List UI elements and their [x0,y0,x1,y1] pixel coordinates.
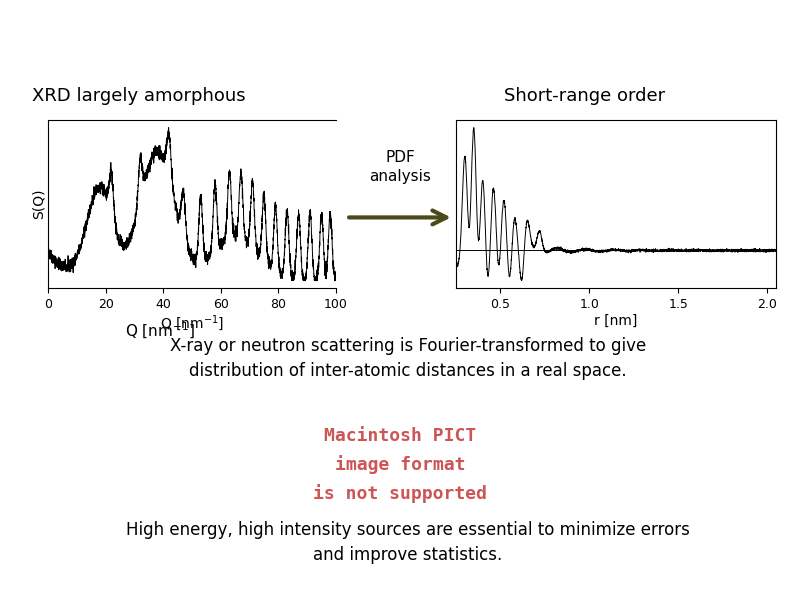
X-axis label: r [nm]: r [nm] [594,313,638,328]
Text: PDF
analysis: PDF analysis [369,150,431,184]
Y-axis label: S(Q): S(Q) [31,189,46,219]
Text: Q [nm$^{-1}$]: Q [nm$^{-1}$] [125,321,195,341]
Text: High energy, high intensity sources are essential to minimize errors
and improve: High energy, high intensity sources are … [126,521,690,564]
Text: Atomic pair distribution function (PDF): Atomic pair distribution function (PDF) [79,25,721,53]
Text: Short-range order: Short-range order [504,87,665,105]
Text: XRD largely amorphous: XRD largely amorphous [32,87,246,105]
X-axis label: Q [nm$^{-1}$]: Q [nm$^{-1}$] [160,313,224,334]
Text: X-ray or neutron scattering is Fourier-transformed to give
distribution of inter: X-ray or neutron scattering is Fourier-t… [170,337,646,380]
Text: Macintosh PICT
image format
is not supported: Macintosh PICT image format is not suppo… [313,427,487,503]
